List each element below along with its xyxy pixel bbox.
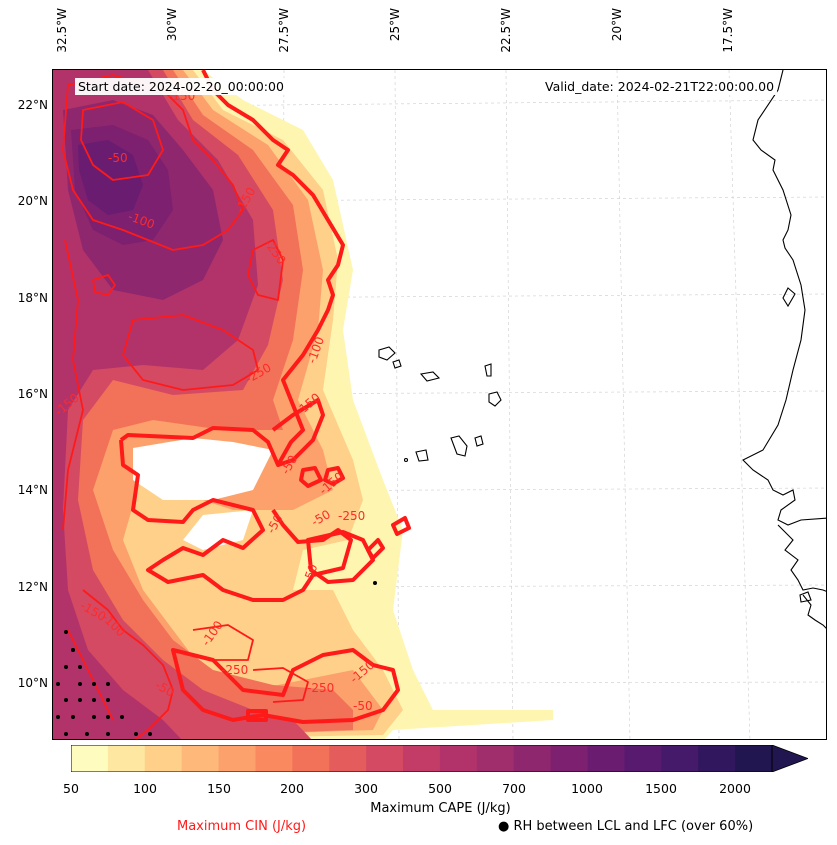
- lat-label-16n: 16°N: [17, 387, 48, 401]
- colorbar-extend-arrow: [771, 745, 808, 772]
- colorbar-tick: 200: [280, 781, 304, 796]
- lon-label-22-5w: 22.5°W: [499, 8, 513, 53]
- colorbar-cell: [698, 745, 736, 772]
- lon-label-27-5w: 27.5°W: [277, 8, 291, 53]
- colorbar-cell: [366, 745, 404, 772]
- colorbar-tick: 2000: [719, 781, 751, 796]
- lat-label-18n: 18°N: [17, 291, 48, 305]
- coastlines: [378, 70, 826, 629]
- contour-label: -250: [307, 681, 334, 695]
- cape-colorbar: [71, 745, 808, 772]
- lon-label-20w: 20°W: [610, 8, 624, 42]
- colorbar-tick: 500: [428, 781, 452, 796]
- colorbar-cell: [403, 745, 441, 772]
- rh-stipple: [56, 581, 377, 736]
- cin-legend-label: Maximum CIN (J/kg): [177, 819, 307, 834]
- colorbar-title: Maximum CAPE (J/kg): [370, 801, 511, 816]
- lon-label-32-5w: 32.5°W: [55, 8, 69, 53]
- colorbar-cell: [144, 745, 183, 772]
- start-date-label: Start date: 2024-02-20_00:00:00: [75, 78, 287, 95]
- lat-label-20n: 20°N: [17, 194, 48, 208]
- colorbar-cell: [513, 745, 552, 772]
- colorbar-cell: [587, 745, 625, 772]
- colorbar-cell: [107, 745, 146, 772]
- colorbar-tick: 300: [354, 781, 378, 796]
- contour-label: -250: [338, 509, 365, 523]
- colorbar-cells: [71, 745, 773, 772]
- colorbar-cell: [735, 745, 773, 772]
- contour-label: -50: [108, 151, 128, 165]
- colorbar-cell: [439, 745, 478, 772]
- colorbar-tick: 1000: [571, 781, 603, 796]
- colorbar-tick: 100: [133, 781, 157, 796]
- lon-label-17-5w: 17.5°W: [721, 8, 735, 53]
- lon-label-30w: 30°W: [165, 8, 179, 42]
- colorbar-tick: 1500: [645, 781, 677, 796]
- map-panel[interactable]: -150 -50 -150 -100 -250 -250 -100 -150 -…: [52, 69, 827, 740]
- contour-label: -250: [221, 663, 248, 677]
- valid-date-label: Valid_date: 2024-02-21T22:00:00.00: [542, 78, 778, 95]
- lat-label-22n: 22°N: [17, 98, 48, 112]
- colorbar-tick: 700: [502, 781, 526, 796]
- colorbar-cell: [661, 745, 699, 772]
- lat-label-14n: 14°N: [17, 483, 48, 497]
- colorbar-cell: [181, 745, 220, 772]
- colorbar-cell: [292, 745, 330, 772]
- cape-field: [53, 70, 553, 739]
- colorbar-tick: 50: [63, 781, 79, 796]
- lon-label-25w: 25°W: [388, 8, 402, 42]
- colorbar-cell: [329, 745, 367, 772]
- colorbar-cell: [476, 745, 515, 772]
- contour-label: -50: [353, 699, 373, 713]
- cin-contours: [62, 70, 411, 739]
- colorbar-cell: [71, 745, 109, 772]
- colorbar-cell: [255, 745, 293, 772]
- rh-legend-label: ● RH between LCL and LFC (over 60%): [498, 819, 754, 834]
- lat-label-12n: 12°N: [17, 580, 48, 594]
- colorbar-cell: [218, 745, 256, 772]
- lat-label-10n: 10°N: [17, 676, 48, 690]
- contour-label: -50: [301, 562, 321, 585]
- colorbar-cell: [624, 745, 662, 772]
- colorbar-tick: 150: [207, 781, 231, 796]
- colorbar-cell: [550, 745, 589, 772]
